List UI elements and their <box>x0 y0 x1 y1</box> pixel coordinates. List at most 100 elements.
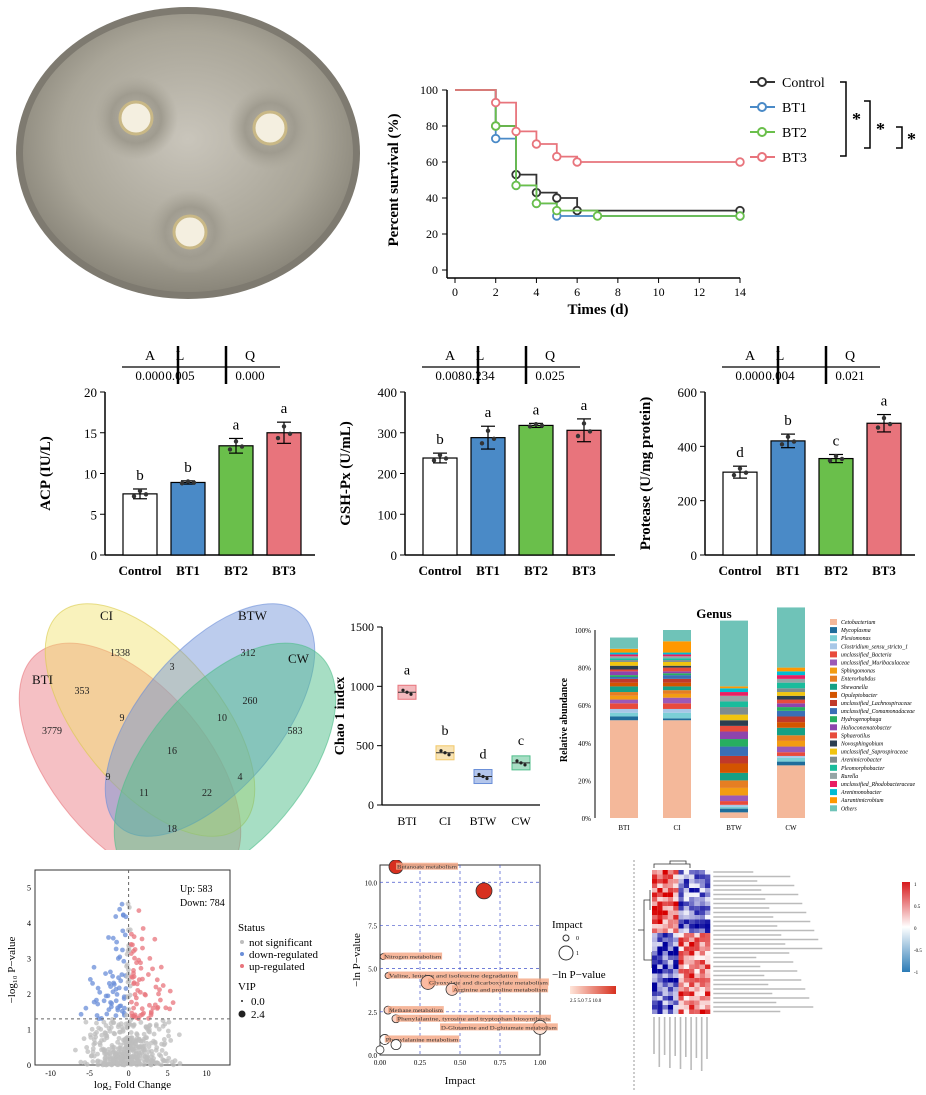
heatmap-cell <box>673 901 679 906</box>
volcano-point <box>90 1059 96 1064</box>
heatmap-cell <box>662 973 668 978</box>
heatmap-cell <box>689 982 695 987</box>
bar-bt2 <box>218 445 254 556</box>
y-tick-label: 0 <box>391 548 398 563</box>
heatmap-cell <box>657 991 663 996</box>
y-tick-label: 0 <box>91 548 98 563</box>
venn-n: 10 <box>217 713 227 724</box>
data-point <box>833 453 839 459</box>
color-scale-label: -0.5 <box>914 949 922 954</box>
genus-segment <box>777 757 805 762</box>
x-tick-label: 10 <box>653 285 665 299</box>
venn-n: 22 <box>202 788 212 799</box>
heatmap-cell <box>657 879 663 884</box>
heatmap-cell <box>683 978 690 983</box>
volcano-point <box>83 1005 89 1011</box>
volcano-point <box>110 973 116 979</box>
data-point <box>137 488 143 494</box>
heatmap-cell <box>705 1009 711 1014</box>
heatmap-cell <box>694 964 700 969</box>
y-tick-label: 10.0 <box>365 879 378 887</box>
heatmap-cell <box>689 933 695 938</box>
volcano-point <box>113 914 119 919</box>
heatmap-cell <box>678 1005 684 1010</box>
volcano-point <box>102 1055 108 1061</box>
volcano-point <box>127 1022 133 1027</box>
legend-swatch <box>830 724 837 731</box>
bar-bt2 <box>818 457 854 556</box>
heatmap-cell <box>657 915 663 920</box>
volcano-point <box>122 1046 127 1052</box>
genus-segment <box>777 710 805 717</box>
heatmap-cell <box>705 1000 711 1005</box>
heatmap-cell <box>662 910 668 915</box>
y-tick-label: 40% <box>578 740 591 748</box>
legend-label: unclassified_Comamonadaceae <box>841 708 915 715</box>
heatmap-cell <box>689 1009 695 1014</box>
legend-label: Arenimonobacter <box>840 790 882 796</box>
volcano-point <box>146 1044 152 1050</box>
y-axis-label: −log₁₀ P−value <box>6 936 18 1003</box>
volcano-point <box>113 998 119 1004</box>
genus-segment <box>720 780 748 788</box>
y-tick-label: 1500 <box>350 620 374 634</box>
heatmap-cell <box>662 978 668 983</box>
survival-point <box>572 157 582 167</box>
data-point <box>443 751 447 755</box>
table-header: A <box>745 349 756 364</box>
legend-swatch <box>830 643 837 650</box>
data-point <box>287 431 293 437</box>
survival-point <box>511 180 521 191</box>
legend-swatch <box>830 805 837 812</box>
y-tick-label: 0 <box>691 548 698 563</box>
heatmap-cell <box>705 919 711 924</box>
heatmap-cell <box>652 946 658 951</box>
volcano-point <box>131 948 136 954</box>
heatmap-cell <box>699 996 705 1001</box>
significance-letter: a <box>881 394 888 410</box>
legend-marker <box>558 945 574 961</box>
data-point <box>523 763 527 767</box>
legend-swatch <box>830 651 837 658</box>
genus-segment <box>777 667 805 672</box>
heatmap-cell <box>657 892 663 897</box>
volcano-point <box>117 906 123 912</box>
volcano-point <box>109 1016 115 1022</box>
color-scale <box>902 882 910 972</box>
genus-segment <box>663 708 691 713</box>
y-tick-label: 7.5 <box>368 922 377 930</box>
heatmap-cell <box>667 1005 674 1010</box>
heatmap-cell <box>683 888 690 893</box>
volcano-point <box>82 1060 88 1065</box>
bar-control <box>722 471 758 556</box>
heatmap-cell <box>694 969 700 974</box>
genus-segment <box>610 665 638 670</box>
legend-title: VIP <box>238 981 256 993</box>
heatmap-cell <box>657 897 663 902</box>
data-point <box>477 772 481 777</box>
heatmap-cell <box>673 892 679 897</box>
volcano-point <box>85 1049 91 1055</box>
volcano-point <box>95 1051 100 1057</box>
heatmap-cell <box>699 960 705 965</box>
legend-label: 2.4 <box>251 1009 265 1021</box>
legend-swatch <box>830 781 837 787</box>
volcano-point <box>123 986 129 991</box>
data-point <box>401 688 405 692</box>
y-tick-label: 100% <box>575 627 592 635</box>
heatmap-cell <box>678 901 684 906</box>
legend-marker <box>240 952 244 956</box>
x-tick-label: Control <box>718 563 761 578</box>
survival-point <box>491 121 501 131</box>
volcano-point <box>167 1006 173 1012</box>
genus-segment <box>720 763 748 773</box>
heatmap-cell <box>683 964 690 969</box>
heatmap-cell <box>678 982 684 987</box>
heatmap-cell <box>662 1009 668 1014</box>
heatmap-cell <box>705 991 711 996</box>
volcano-point <box>106 935 111 940</box>
heatmap-cell <box>694 870 700 875</box>
heatmap-cell <box>678 955 684 960</box>
table-value: 0.025 <box>535 368 564 383</box>
genus-segment <box>720 620 748 687</box>
